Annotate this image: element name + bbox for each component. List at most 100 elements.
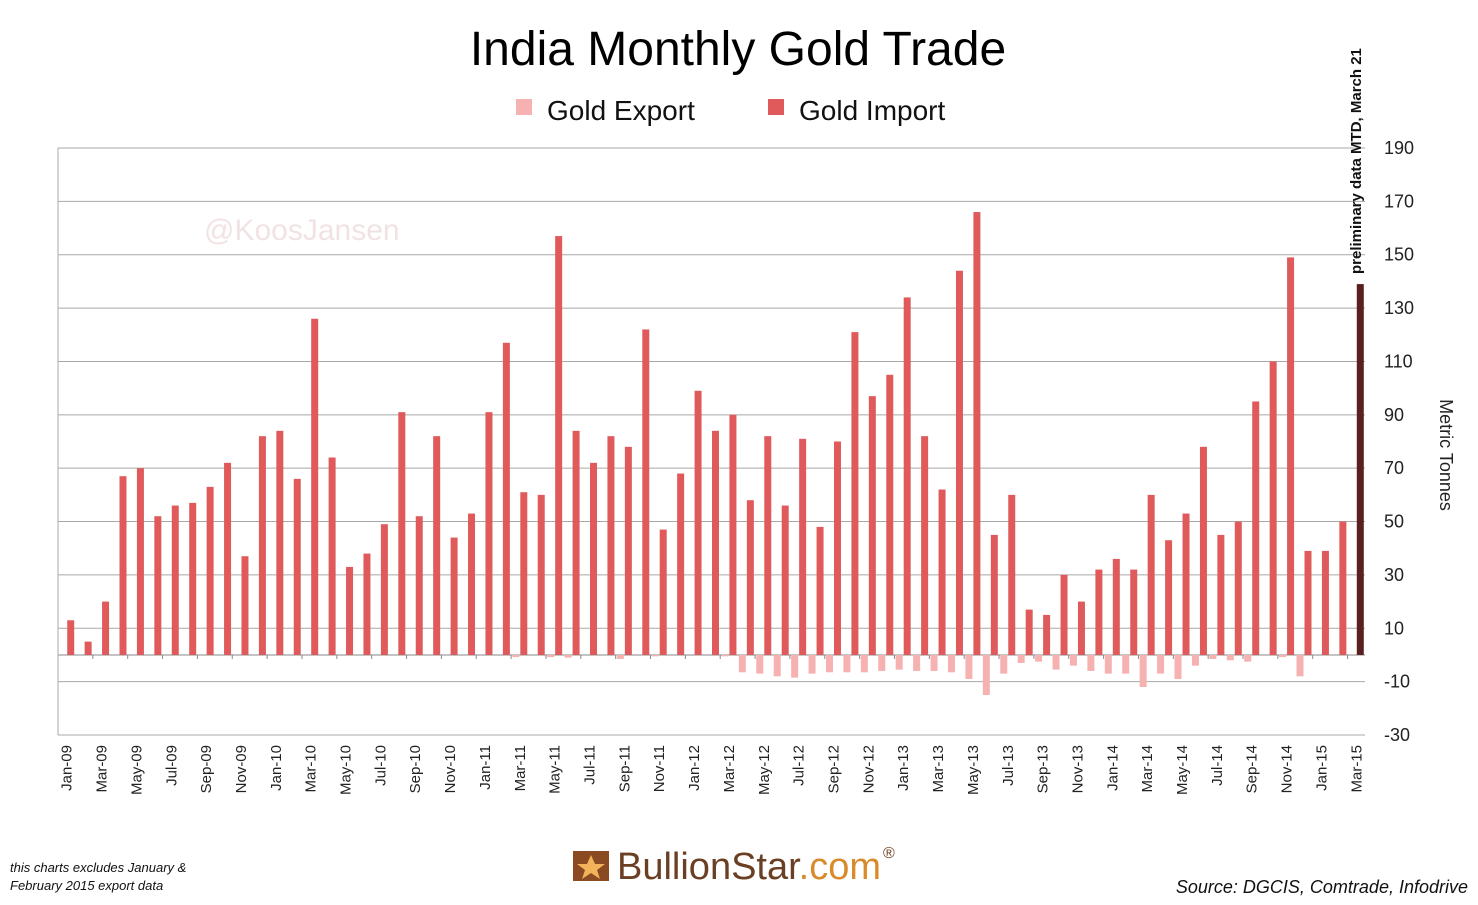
bar-export [547, 654, 555, 658]
bar-import [468, 513, 476, 655]
y-tick-label: 90 [1384, 405, 1404, 425]
bar-export [1052, 654, 1060, 670]
y-tick-label: 50 [1384, 512, 1404, 532]
import-bars [67, 212, 1364, 655]
bar-import [1165, 540, 1173, 655]
bar-export [1279, 654, 1287, 658]
x-tick-label: Nov-11 [651, 745, 668, 792]
bar-export [1122, 654, 1130, 674]
bar-export [564, 654, 572, 658]
bar-export [808, 654, 816, 674]
gridlines [57, 147, 1365, 736]
bar-export [738, 654, 746, 673]
x-tick-label: Jan-15 [1313, 745, 1330, 791]
bar-import [1060, 574, 1068, 655]
footnote-line-2: February 2015 export data [10, 878, 163, 893]
bar-import [1356, 284, 1364, 655]
x-tick-label: Jul-14 [1209, 745, 1226, 786]
bar-import [1199, 446, 1207, 655]
x-tick-label: Jul-11 [582, 745, 599, 785]
source-text: Source: DGCIS, Comtrade, Infodrive [1176, 877, 1468, 897]
bar-export [825, 654, 833, 673]
x-tick-label: Mar-09 [94, 745, 111, 793]
x-tick-label: Mar-15 [1348, 745, 1365, 793]
bar-export [1104, 654, 1112, 674]
bar-import [1304, 550, 1312, 655]
y-tick-label: 110 [1384, 351, 1413, 371]
x-tick-label: Jul-13 [1000, 745, 1017, 786]
watermark: @KoosJansen [204, 214, 400, 247]
bar-import [903, 297, 911, 655]
bar-import [380, 524, 388, 655]
bar-import [189, 502, 197, 655]
bar-import [833, 441, 841, 655]
bar-import [1095, 569, 1103, 655]
bar-export [1000, 654, 1008, 674]
bar-import [398, 412, 406, 655]
bar-import [1077, 601, 1085, 655]
bar-import [990, 534, 998, 655]
bar-export [947, 654, 955, 673]
bar-import [1147, 494, 1155, 655]
x-tick-label: Mar-12 [721, 745, 738, 793]
y-tick-label: 10 [1384, 618, 1404, 638]
bar-import [590, 462, 598, 655]
bar-export [791, 654, 799, 678]
x-tick-label: Sep-13 [1035, 745, 1052, 793]
x-tick-label: Nov-14 [1279, 745, 1296, 793]
x-tick-label: Sep-12 [825, 745, 842, 793]
bar-import [520, 492, 528, 655]
bar-export [982, 654, 990, 695]
x-tick-label: May-12 [756, 745, 773, 795]
bar-import [241, 556, 249, 655]
x-tick-label: Mar-11 [512, 745, 529, 791]
bar-import [1182, 513, 1190, 655]
bar-import [799, 438, 807, 655]
chart-title: India Monthly Gold Trade [470, 23, 1006, 76]
bar-export [1069, 654, 1077, 666]
bar-import [502, 342, 510, 655]
bar-export [860, 654, 868, 673]
bar-import [729, 414, 737, 655]
bar-import [154, 516, 162, 655]
x-tick-label: Jan-14 [1104, 745, 1121, 791]
bar-export [756, 654, 764, 674]
bar-export [1296, 654, 1304, 677]
bar-import [363, 553, 371, 655]
x-tick-label: Nov-09 [233, 745, 250, 793]
bar-import [102, 601, 110, 655]
bar-import [450, 537, 458, 655]
x-tick-label: Nov-13 [1069, 745, 1086, 793]
x-tick-label: May-09 [128, 745, 145, 795]
legend-label-export: Gold Export [547, 95, 695, 126]
bullionstar-star-logo-icon [573, 851, 609, 881]
export-bars [512, 654, 1304, 695]
x-tick-label: Jan-12 [686, 745, 703, 791]
bar-import [955, 270, 963, 655]
bar-import [171, 505, 179, 655]
x-tick-label: Sep-09 [198, 745, 215, 793]
brand-logo: BullionStar.com ® [573, 845, 895, 888]
bar-import [1321, 550, 1329, 655]
bar-import [1252, 401, 1260, 655]
legend-swatch-import [768, 99, 784, 115]
x-tick-label: May-13 [965, 745, 982, 795]
bar-export [616, 654, 624, 659]
bar-export [512, 654, 520, 658]
bar-import [659, 529, 667, 655]
bar-import [624, 446, 632, 655]
bar-import [921, 436, 929, 655]
bar-import [1130, 569, 1138, 655]
bar-import [415, 516, 423, 655]
bar-import [746, 500, 754, 655]
bar-import [276, 430, 284, 655]
x-tick-label: Jan-09 [59, 745, 76, 791]
x-tick-label: Sep-10 [407, 745, 424, 793]
bar-export [913, 654, 921, 671]
bar-import [136, 468, 144, 655]
bar-export [651, 654, 659, 657]
bar-export [1244, 654, 1252, 662]
bar-export [843, 654, 851, 673]
bar-import [1043, 614, 1051, 655]
